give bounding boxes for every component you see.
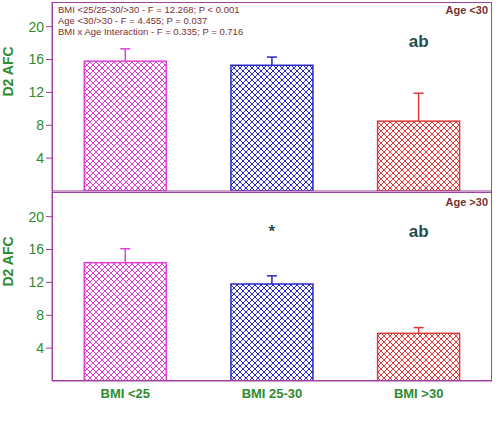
svg-text:16: 16 xyxy=(28,241,44,257)
svg-text:*: * xyxy=(269,222,276,241)
svg-text:4: 4 xyxy=(36,150,44,166)
svg-text:ab: ab xyxy=(409,222,429,241)
html-text:Age <30: Age <30 xyxy=(445,4,488,16)
svg-text:BMI >30: BMI >30 xyxy=(394,386,444,401)
svg-text:12: 12 xyxy=(28,84,44,100)
svg-text:16: 16 xyxy=(28,51,44,67)
svg-text:8: 8 xyxy=(36,117,44,133)
svg-text:BMI <25: BMI <25 xyxy=(101,386,151,401)
html-text:BMI x Age Interaction - F = 0.: BMI x Age Interaction - F = 0.335; P = 0… xyxy=(58,26,244,37)
svg-text:12: 12 xyxy=(28,274,44,290)
html-text:Age <30/>30 - F = 4.455; P = 0: Age <30/>30 - F = 4.455; P = 0.037 xyxy=(58,15,208,26)
html-text:Age >30: Age >30 xyxy=(445,196,488,208)
svg-text:8: 8 xyxy=(36,307,44,323)
svg-text:4: 4 xyxy=(36,340,44,356)
svg-text:ab: ab xyxy=(409,32,429,51)
svg-text:D2 AFC: D2 AFC xyxy=(8,46,16,96)
svg-text:D2 AFC: D2 AFC xyxy=(8,236,16,286)
html-text:BMI <25/25-30/>30 - F = 12.268: BMI <25/25-30/>30 - F = 12.268; P < 0.00… xyxy=(58,4,240,15)
svg-text:BMI 25-30: BMI 25-30 xyxy=(242,386,303,401)
svg-text:20: 20 xyxy=(28,209,44,225)
svg-text:20: 20 xyxy=(28,19,44,35)
